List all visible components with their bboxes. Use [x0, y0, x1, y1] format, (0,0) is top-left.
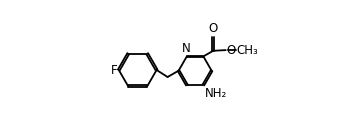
Text: O: O: [209, 22, 218, 35]
Text: F: F: [111, 64, 118, 76]
Text: N: N: [182, 42, 190, 55]
Text: NH₂: NH₂: [205, 87, 227, 100]
Text: CH₃: CH₃: [237, 44, 258, 57]
Text: O: O: [226, 44, 236, 57]
